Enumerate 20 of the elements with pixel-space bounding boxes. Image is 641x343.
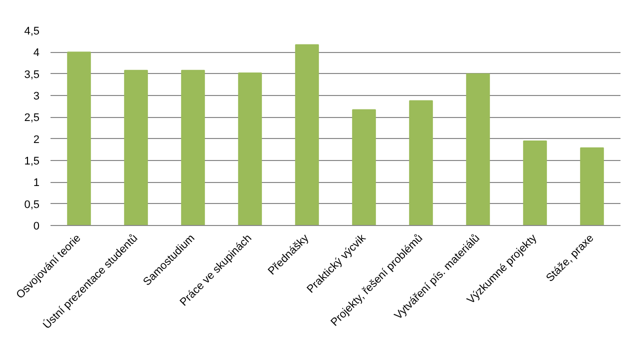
y-tick-label: 3,5 [24, 68, 40, 81]
bar [352, 109, 376, 226]
bar [466, 73, 490, 226]
bar [580, 147, 604, 226]
y-tick-label: 2,5 [24, 112, 40, 124]
y-tick-label: 0,5 [24, 198, 40, 211]
y-tick-label: 3 [33, 90, 40, 102]
bar [295, 44, 319, 226]
bar [67, 52, 91, 226]
y-tick-label: 0 [33, 220, 40, 232]
bar [124, 70, 148, 226]
bar [181, 70, 205, 226]
y-tick-label: 4,5 [24, 26, 40, 38]
bar [523, 140, 547, 226]
y-tick-label: 2 [33, 134, 40, 146]
bar [409, 100, 433, 226]
y-tick-label: 4 [33, 47, 40, 60]
bar [238, 72, 262, 226]
y-tick-label: 1 [33, 177, 40, 190]
y-tick-label: 1,5 [24, 156, 40, 168]
